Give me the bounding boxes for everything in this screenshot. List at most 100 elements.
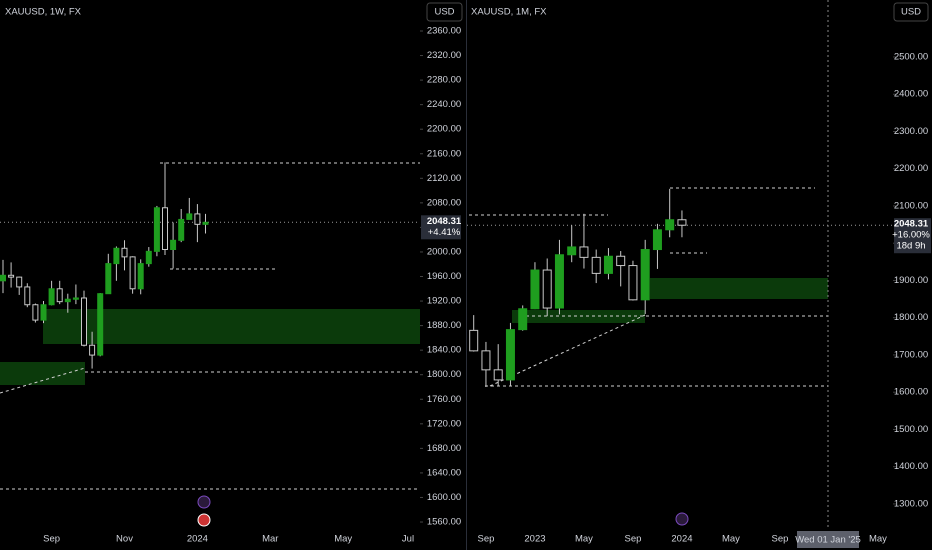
x-tick-label: Sep [771,534,788,545]
y-tick-label: 1900.00 [894,275,928,286]
x-tick-label: 2024 [671,534,692,545]
x-tick-label: 2023 [524,534,545,545]
y-tick-label: 2400.00 [894,89,928,100]
candle-body [554,254,564,309]
candle-body [121,247,128,258]
candle-body [603,255,613,274]
y-tick-label: 2200.00 [427,124,461,135]
y-tick-label: 1400.00 [894,461,928,472]
countdown-label: 18d 9h [896,241,925,252]
y-tick-label: 2500.00 [894,52,928,63]
candle-body [640,249,650,301]
candle-body [89,344,96,356]
y-tick-label: 2240.00 [427,99,461,110]
candle-body [72,297,79,300]
x-tick-label: Nov [116,534,133,545]
candle-body [202,221,209,225]
y-tick-label: 2000.00 [427,246,461,257]
currency-label: USD [434,7,454,18]
candle-body [170,239,177,251]
y-tick-label: 2360.00 [427,26,461,37]
symbol-title: XAUUSD, 1M, FX [471,7,547,18]
candle-body [153,207,160,252]
change-label: +4.41% [428,227,461,238]
y-tick-label: 1300.00 [894,498,928,509]
candle-body [469,329,479,352]
y-tick-label: 1960.00 [427,271,461,282]
candle-body [186,213,193,220]
price-label: 2048.31 [427,216,462,227]
candle-body [677,219,687,226]
candle-body [194,213,201,225]
x-tick-label: Jul [402,534,414,545]
zone [0,362,85,385]
candle-body [567,246,577,256]
y-tick-label: 1760.00 [427,394,461,405]
candle-body [32,304,39,321]
y-tick-label: 1600.00 [894,387,928,398]
candle-body [16,276,23,288]
candle-body [24,286,31,306]
candle-body [145,250,152,265]
currency-button[interactable] [426,2,463,22]
zone [43,309,420,344]
currency-button[interactable] [893,2,929,22]
candle-body [628,265,638,301]
y-tick-label: 1680.00 [427,443,461,454]
x-tick-label: May [722,534,740,545]
x-tick-label: Sep [43,534,60,545]
change-label: +16.00% [892,230,930,241]
y-tick-label: 1840.00 [427,345,461,356]
candle-body [518,308,528,331]
y-tick-label: 2200.00 [894,163,928,174]
currency-label: USD [901,7,921,18]
trend-line [0,367,86,394]
candle-body [40,304,47,321]
event-icon[interactable] [675,512,689,526]
x-tick-label: Sep [477,534,494,545]
y-tick-label: 2100.00 [894,200,928,211]
candle-body [481,350,491,371]
candle-body [0,274,6,282]
y-tick-label: 1700.00 [894,349,928,360]
candle-body [137,263,144,290]
crosshair-label-box [797,531,859,548]
x-tick-label: May [334,534,352,545]
candle-body [105,263,112,295]
crosshair-label: Wed 01 Jan '25 [795,535,861,546]
zone [650,278,828,299]
candle-body [81,297,87,346]
candle-body [48,288,55,306]
event-icon[interactable] [197,495,211,509]
price-label: 2048.31 [894,219,929,230]
candle-body [97,293,104,356]
candle-body [652,229,662,251]
candle-body [591,256,601,274]
candle-body [162,207,168,251]
y-tick-label: 1720.00 [427,418,461,429]
y-tick-label: 1800.00 [894,312,928,323]
y-tick-label: 1800.00 [427,369,461,380]
y-tick-label: 1920.00 [427,296,461,307]
y-tick-label: 1600.00 [427,492,461,503]
candle-body [493,369,503,381]
candle-body [129,256,136,290]
candle-body [616,255,626,267]
x-tick-label: Sep [624,534,641,545]
candle-body [505,329,515,381]
candle-body [530,269,540,310]
candle-body [56,288,63,303]
candle-body [178,218,185,241]
candle-body [579,246,589,258]
y-tick-label: 2120.00 [427,173,461,184]
x-tick-label: May [575,534,593,545]
y-tick-label: 2080.00 [427,197,461,208]
x-tick-label: Mar [262,534,278,545]
y-tick-label: 1500.00 [894,424,928,435]
y-tick-label: 2320.00 [427,50,461,61]
y-tick-label: 1880.00 [427,320,461,331]
zone [512,310,645,323]
price-label-box [894,218,931,254]
event-icon[interactable] [197,513,211,527]
